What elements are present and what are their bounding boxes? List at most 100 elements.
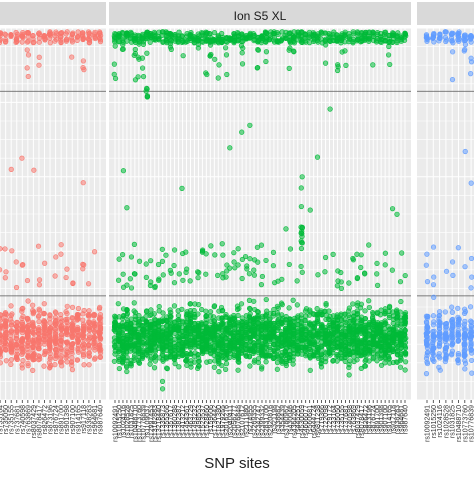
data-point xyxy=(75,33,81,39)
data-point xyxy=(455,338,462,344)
data-point xyxy=(128,285,135,291)
data-point xyxy=(307,367,313,373)
data-point xyxy=(86,39,93,46)
data-point xyxy=(151,365,158,371)
data-point xyxy=(175,334,181,340)
data-point xyxy=(41,336,47,343)
data-point xyxy=(382,306,388,312)
data-point xyxy=(270,337,276,343)
data-point xyxy=(47,364,53,370)
data-point xyxy=(36,326,42,332)
data-point xyxy=(8,361,14,367)
data-point xyxy=(227,265,233,271)
data-point xyxy=(219,362,225,369)
x-tick-label: rs938283 xyxy=(86,405,93,434)
data-point xyxy=(468,334,474,340)
data-point xyxy=(358,301,364,307)
data-point xyxy=(298,245,305,252)
data-point xyxy=(97,345,103,351)
data-point xyxy=(346,308,352,314)
data-point xyxy=(80,58,86,64)
data-point xyxy=(80,334,86,340)
data-point xyxy=(423,355,430,361)
data-point xyxy=(267,352,273,358)
data-point xyxy=(334,325,340,332)
data-point xyxy=(8,328,14,334)
facet-strip xyxy=(417,2,474,25)
data-point xyxy=(254,315,261,321)
data-point xyxy=(8,303,14,309)
data-point xyxy=(423,371,430,377)
data-point xyxy=(53,317,59,324)
data-point xyxy=(462,358,468,364)
data-point xyxy=(131,271,138,277)
data-point xyxy=(116,365,122,372)
data-point xyxy=(80,353,87,359)
data-point xyxy=(430,355,436,362)
data-point xyxy=(358,323,364,329)
data-point xyxy=(20,305,26,311)
data-point xyxy=(286,305,292,311)
data-point xyxy=(25,333,31,339)
data-point xyxy=(255,47,261,53)
data-point xyxy=(75,305,82,312)
x-tick-label: rs901398 xyxy=(64,405,71,434)
data-point xyxy=(389,206,396,212)
facet-strip xyxy=(109,2,411,25)
data-point xyxy=(366,358,372,364)
data-point xyxy=(278,320,284,326)
data-point xyxy=(286,65,292,71)
data-point xyxy=(430,350,436,356)
data-point xyxy=(302,335,308,341)
data-point xyxy=(424,360,431,367)
data-point xyxy=(91,249,98,255)
data-point xyxy=(9,248,15,254)
data-point xyxy=(279,276,285,282)
data-point xyxy=(171,247,178,253)
data-point xyxy=(397,279,404,285)
data-point xyxy=(0,331,3,337)
data-point xyxy=(58,251,64,257)
data-point xyxy=(226,354,233,361)
data-point xyxy=(64,29,70,35)
data-point xyxy=(36,319,42,325)
data-point xyxy=(41,301,47,307)
data-point xyxy=(19,343,25,349)
data-point xyxy=(64,320,70,326)
data-point xyxy=(13,284,20,291)
data-point xyxy=(25,30,31,36)
data-point xyxy=(25,360,31,367)
data-point xyxy=(58,33,64,40)
data-point xyxy=(366,242,372,248)
data-point xyxy=(323,359,329,365)
data-point xyxy=(270,313,276,319)
data-point xyxy=(69,39,76,45)
data-point xyxy=(152,283,158,290)
data-point xyxy=(19,327,26,333)
data-point xyxy=(449,327,455,333)
data-point xyxy=(386,355,392,361)
data-point xyxy=(196,302,202,308)
data-point xyxy=(326,308,332,314)
data-point xyxy=(393,323,400,329)
data-point xyxy=(25,73,31,80)
data-point xyxy=(58,345,64,351)
data-point xyxy=(255,64,261,71)
data-point xyxy=(69,367,76,373)
data-point xyxy=(148,307,154,313)
data-point xyxy=(31,39,37,45)
data-point xyxy=(211,36,217,43)
data-point xyxy=(302,323,308,330)
data-point xyxy=(354,320,360,326)
data-point xyxy=(128,363,134,369)
data-point xyxy=(375,282,381,288)
data-point xyxy=(31,341,37,347)
data-point xyxy=(251,298,257,304)
data-point xyxy=(270,263,276,269)
data-point xyxy=(69,54,75,60)
data-point xyxy=(370,350,376,356)
data-point xyxy=(86,332,92,338)
data-point xyxy=(19,39,25,45)
data-point xyxy=(286,261,292,268)
data-point xyxy=(402,352,409,358)
